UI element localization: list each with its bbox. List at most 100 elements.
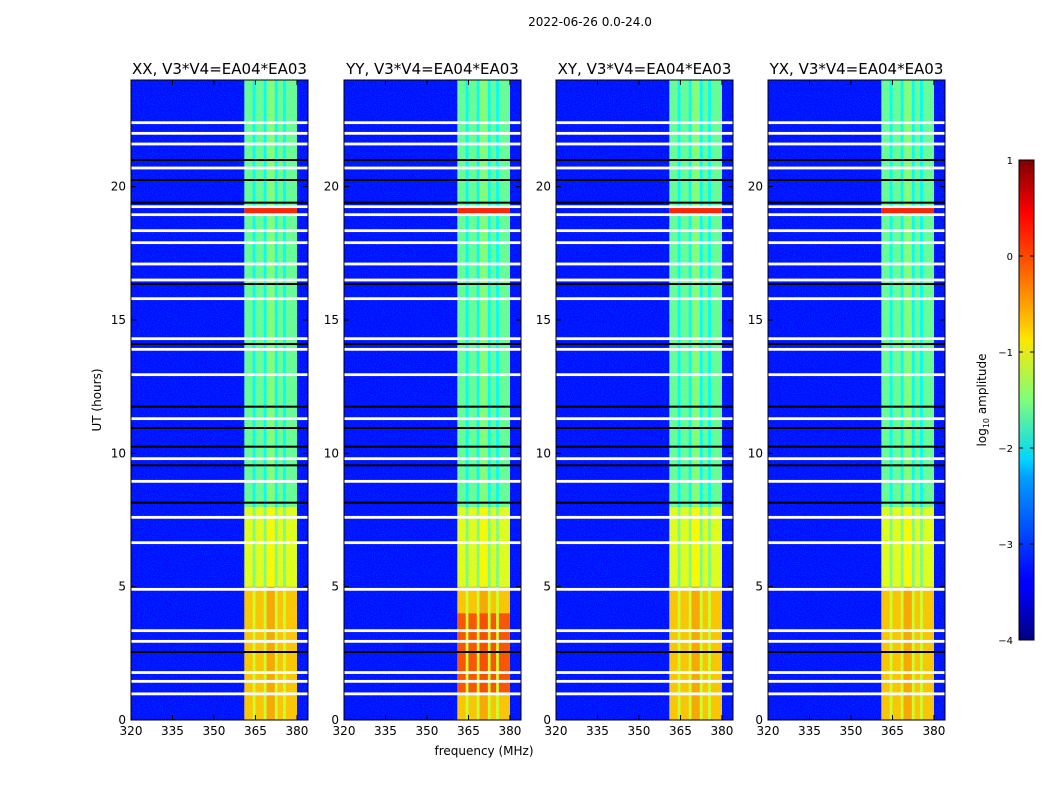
x-tick-label: 335 — [374, 724, 397, 738]
x-tick-label: 350 — [840, 724, 863, 738]
colorbar: 10−1−2−3−4 log10 amplitude — [975, 156, 1035, 647]
flagged-row-black — [344, 405, 521, 408]
flagged-row-white — [556, 213, 733, 217]
flagged-row-black — [556, 159, 733, 161]
flagged-row-white — [344, 213, 521, 217]
flagged-row-white — [131, 229, 308, 233]
y-tick-label: 20 — [111, 180, 126, 194]
colorbar-label: log10 amplitude — [975, 354, 991, 447]
panel-frame — [130, 79, 309, 721]
flagged-row-white — [556, 131, 733, 135]
y-tick-label: 10 — [111, 446, 126, 460]
panel-title: XX, V3*V4=EA04*EA03 — [132, 60, 307, 78]
flagged-row-white — [768, 639, 945, 643]
flagged-row-black — [556, 464, 733, 467]
y-tick-label: 5 — [755, 580, 763, 594]
flagged-row-white — [768, 262, 945, 266]
flagged-row-white — [131, 515, 308, 519]
flagged-row-white — [768, 131, 945, 135]
flagged-row-white — [768, 205, 945, 209]
flagged-row-white — [768, 241, 945, 245]
flagged-row-white — [344, 229, 521, 233]
flagged-row-white — [556, 587, 733, 591]
flagged-row-black — [556, 445, 733, 448]
flagged-row-white — [556, 205, 733, 209]
y-tick-label: 20 — [748, 180, 763, 194]
flagged-row-black — [131, 405, 308, 408]
x-tick-label: 335 — [798, 724, 821, 738]
x-tick-label: 335 — [586, 724, 609, 738]
x-tick-label: 365 — [669, 724, 692, 738]
flagged-row-white — [131, 213, 308, 217]
flagged-row-white — [768, 142, 945, 146]
flagged-row-white — [344, 541, 521, 545]
flagged-row-white — [768, 457, 945, 461]
flagged-row-white — [344, 629, 521, 633]
flagged-row-white — [768, 121, 945, 125]
x-tick-label: 320 — [545, 724, 568, 738]
panel-title: YY, V3*V4=EA04*EA03 — [345, 60, 519, 78]
y-tick-label: 10 — [748, 446, 763, 460]
colorbar-label-sub: 10 — [982, 418, 991, 428]
panels: XX, V3*V4=EA04*EA03 320 335 350 365 380 0 5 10 15… — [111, 60, 946, 738]
flagged-row-black — [344, 343, 521, 345]
y-tick-label: 5 — [543, 580, 551, 594]
flagged-row-white — [556, 241, 733, 245]
panel-frame — [555, 79, 734, 721]
flagged-row-black — [344, 464, 521, 467]
flagged-row-white — [768, 692, 945, 696]
flagged-row-white — [556, 417, 733, 421]
flagged-row-white — [768, 373, 945, 377]
flagged-row-white — [344, 205, 521, 209]
flagged-row-black — [344, 427, 521, 429]
flagged-row-white — [556, 121, 733, 125]
flagged-row-black — [131, 159, 308, 161]
y-tick-label: 5 — [331, 580, 339, 594]
y-tick-label: 15 — [748, 313, 763, 327]
flagged-row-white — [344, 241, 521, 245]
flagged-row-black — [768, 405, 945, 408]
x-tick-label: 335 — [161, 724, 184, 738]
colorbar-tick-label: −4 — [998, 636, 1013, 647]
flagged-row-white — [556, 297, 733, 301]
y-axis-label: UT (hours) — [90, 368, 104, 431]
panel-frame — [767, 79, 946, 721]
flagged-row-white — [344, 639, 521, 643]
flagged-row-white — [556, 142, 733, 146]
y-tick-label: 10 — [536, 446, 551, 460]
flagged-row-white — [344, 297, 521, 301]
band-noise — [669, 80, 722, 720]
colorbar-label-log: log — [975, 428, 989, 446]
flagged-row-white — [556, 337, 733, 341]
flagged-row-black — [131, 501, 308, 504]
flagged-row-black — [131, 201, 308, 204]
flagged-row-black — [768, 201, 945, 204]
flagged-row-black — [768, 343, 945, 345]
flagged-row-white — [344, 142, 521, 146]
flagged-row-white — [556, 457, 733, 461]
flagged-row-white — [768, 679, 945, 683]
flagged-row-white — [344, 457, 521, 461]
panel-title: YX, V3*V4=EA04*EA03 — [769, 60, 944, 78]
colorbar-tick-label: 1 — [1007, 156, 1013, 167]
flagged-row-white — [344, 166, 521, 170]
y-tick-label: 20 — [324, 180, 339, 194]
colorbar-tick-label: −1 — [998, 348, 1013, 359]
colorbar-tick-label: −3 — [998, 540, 1013, 551]
panel-yy: YY, V3*V4=EA04*EA03 320 335 350 365 380 0 5 10 15… — [324, 60, 522, 738]
flagged-row-white — [344, 262, 521, 266]
flagged-row-white — [131, 541, 308, 545]
flagged-row-white — [556, 373, 733, 377]
flagged-row-white — [768, 278, 945, 282]
flagged-row-white — [131, 479, 308, 483]
x-tick-label: 365 — [244, 724, 267, 738]
flagged-row-white — [131, 121, 308, 125]
flagged-row-black — [131, 283, 308, 285]
flagged-row-white — [556, 639, 733, 643]
panel-xy: XY, V3*V4=EA04*EA03 320 335 350 365 380 0 5 10 15… — [536, 60, 734, 738]
flagged-row-white — [768, 297, 945, 301]
flagged-row-white — [131, 142, 308, 146]
flagged-row-white — [768, 166, 945, 170]
flagged-row-black — [768, 651, 945, 653]
flagged-row-white — [344, 278, 521, 282]
